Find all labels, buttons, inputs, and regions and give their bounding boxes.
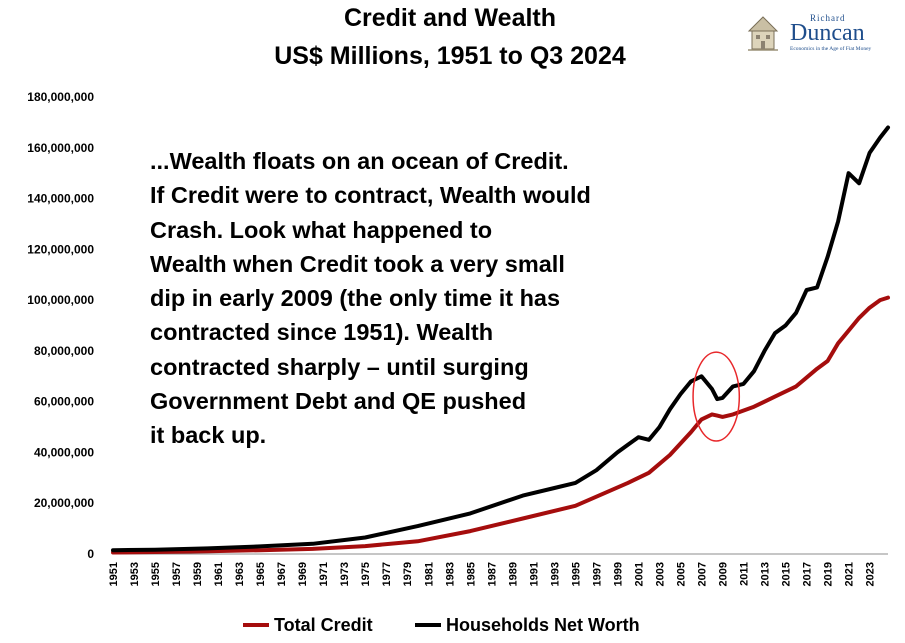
y-tick-label: 160,000,000 (27, 141, 94, 155)
annotation-line: Crash. Look what happened to (150, 216, 493, 243)
x-tick-label: 1983 (444, 562, 456, 586)
y-tick-label: 60,000,000 (34, 395, 94, 409)
annotation-line: If Credit were to contract, Wealth would (150, 182, 591, 209)
x-tick-label: 2021 (844, 562, 856, 586)
annotation-line: Wealth when Credit took a very small (150, 250, 565, 277)
legend-item-total-credit: Total Credit (243, 612, 373, 638)
legend-swatch-net-worth (415, 623, 441, 627)
x-tick-label: 2023 (865, 562, 877, 586)
highlight-ellipse (692, 351, 741, 442)
y-tick-label: 40,000,000 (34, 445, 94, 459)
x-tick-label: 1965 (255, 562, 267, 586)
x-tick-label: 2001 (633, 562, 645, 586)
series-line-net-worth (111, 125, 890, 553)
x-tick-label: 1957 (171, 562, 183, 586)
x-tick-label: 1961 (213, 562, 225, 586)
highlight-layer (692, 351, 741, 442)
y-tick-label: 20,000,000 (34, 496, 94, 510)
x-tick-label: 1955 (150, 562, 162, 586)
logo-top-text: Richard (810, 13, 846, 23)
x-tick-label: 2007 (696, 562, 708, 586)
x-tick-label: 2011 (739, 562, 751, 586)
x-tick-label: 2019 (823, 562, 835, 586)
y-tick-label: 100,000,000 (27, 293, 94, 307)
x-tick-label: 2013 (760, 562, 772, 586)
annotation-line: dip in early 2009 (the only time it has (150, 285, 561, 312)
y-tick-label: 0 (87, 547, 94, 561)
x-tick-label: 1999 (612, 562, 624, 586)
x-tick-label: 1991 (528, 562, 540, 586)
x-tick-label: 1997 (591, 562, 603, 586)
chart-subtitle: US$ Millions, 1951 to Q3 2024 (274, 42, 626, 70)
x-tick-label: 2005 (675, 562, 687, 586)
x-tick-label: 1951 (108, 562, 120, 586)
x-tick-label: 1969 (297, 562, 309, 586)
x-tick-label: 1995 (570, 562, 582, 586)
x-tick-label: 1953 (129, 562, 141, 586)
legend-item-net-worth: Households Net Worth (415, 612, 640, 638)
x-tick-label: 2003 (654, 562, 666, 586)
legend: Total Credit Households Net Worth (0, 612, 905, 638)
annotation-text: ...Wealth floats on an ocean of Credit. … (150, 144, 710, 453)
y-tick-label: 80,000,000 (34, 344, 94, 358)
chart-title: Credit and Wealth (343, 4, 557, 32)
x-tick-label: 2017 (802, 562, 814, 586)
logo: Richard Duncan Economics in the Age of F… (740, 12, 890, 56)
legend-label-net-worth: Households Net Worth (446, 614, 640, 635)
logo-name: Duncan (790, 20, 865, 46)
x-tick-label: 1985 (465, 562, 477, 586)
x-tick-label: 1975 (360, 562, 372, 586)
x-tick-label: 2015 (781, 562, 793, 586)
annotation-line: contracted since 1951). Wealth (150, 319, 494, 346)
x-axis: 1951 1953 1955 1957 1959 1961 1963 1965 1967 1969… (108, 553, 888, 586)
x-tick-label: 1977 (381, 562, 393, 586)
annotation-line: it back up. (150, 422, 267, 449)
house-icon (747, 16, 779, 51)
y-tick-label: 180,000,000 (27, 90, 94, 104)
x-tick-label: 1973 (339, 562, 351, 586)
legend-swatch-total-credit (243, 623, 269, 627)
x-tick-label: 1987 (486, 562, 498, 586)
annotation-line: Government Debt and QE pushed (150, 388, 527, 415)
x-tick-label: 1967 (276, 562, 288, 586)
y-tick-label: 140,000,000 (27, 192, 94, 206)
series-line-total-credit (111, 295, 890, 555)
x-tick-label: 1993 (549, 562, 561, 586)
x-tick-label: 1959 (192, 562, 204, 586)
x-tick-label: 2009 (717, 562, 729, 586)
annotation-line: ...Wealth floats on an ocean of Credit. (150, 148, 569, 174)
legend-label-total-credit: Total Credit (274, 614, 373, 635)
x-tick-label: 1981 (423, 562, 435, 586)
x-tick-label: 1989 (507, 562, 519, 586)
x-tick-label: 1979 (402, 562, 414, 586)
y-axis: 0 20,000,000 40,000,000 60,000,000 80,000,00… (27, 90, 94, 561)
logo-tagline: Economics in the Age of Fiat Money (790, 46, 872, 52)
series-layer (111, 125, 890, 555)
x-tick-label: 1971 (318, 562, 330, 586)
annotation-line: contracted sharply – until surging (150, 353, 529, 380)
y-tick-label: 120,000,000 (27, 242, 94, 256)
x-tick-label: 1963 (234, 562, 246, 586)
